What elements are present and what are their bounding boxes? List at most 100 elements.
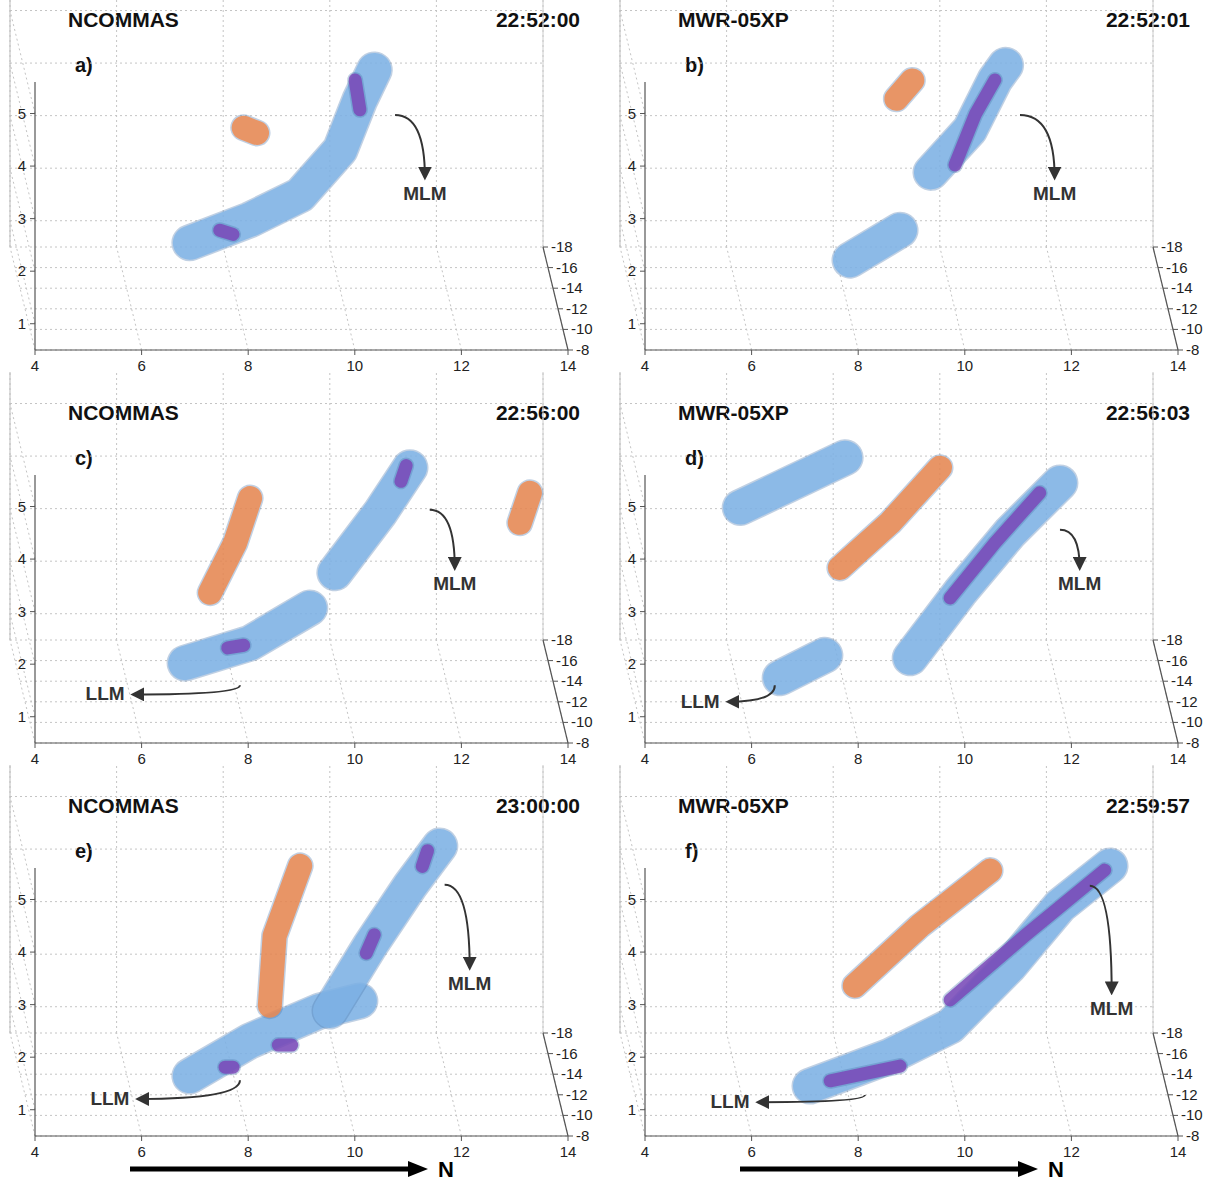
- svg-text:LLM: LLM: [681, 691, 720, 712]
- svg-text:-18: -18: [1161, 631, 1183, 648]
- svg-text:a): a): [75, 54, 93, 76]
- svg-text:14: 14: [1170, 1143, 1187, 1160]
- svg-text:10: 10: [956, 750, 973, 767]
- svg-text:MWR-05XP: MWR-05XP: [678, 8, 789, 31]
- svg-text:1: 1: [18, 315, 26, 332]
- svg-text:5: 5: [18, 105, 26, 122]
- svg-text:3: 3: [18, 996, 26, 1013]
- svg-text:5: 5: [18, 891, 26, 908]
- svg-text:14: 14: [560, 1143, 577, 1160]
- svg-text:MLM: MLM: [448, 973, 491, 994]
- svg-text:LLM: LLM: [711, 1091, 750, 1112]
- svg-text:4: 4: [628, 550, 636, 567]
- svg-text:-18: -18: [551, 631, 573, 648]
- svg-text:N: N: [438, 1157, 454, 1182]
- svg-text:1: 1: [628, 315, 636, 332]
- svg-text:6: 6: [747, 357, 755, 374]
- svg-text:12: 12: [453, 750, 470, 767]
- svg-text:1: 1: [18, 708, 26, 725]
- svg-text:8: 8: [854, 750, 862, 767]
- svg-text:-12: -12: [566, 693, 588, 710]
- svg-text:MLM: MLM: [433, 573, 476, 594]
- svg-text:-10: -10: [571, 1106, 593, 1123]
- svg-text:4: 4: [628, 943, 636, 960]
- svg-text:d): d): [685, 447, 704, 469]
- svg-text:14: 14: [1170, 750, 1187, 767]
- svg-text:-10: -10: [571, 320, 593, 337]
- svg-text:2: 2: [628, 1048, 636, 1065]
- svg-text:1: 1: [628, 1101, 636, 1118]
- svg-text:2: 2: [18, 1048, 26, 1065]
- svg-text:-10: -10: [1181, 1106, 1203, 1123]
- svg-text:6: 6: [137, 1143, 145, 1160]
- svg-text:-14: -14: [561, 672, 583, 689]
- svg-text:22:56:00: 22:56:00: [496, 401, 580, 424]
- svg-text:4: 4: [641, 750, 649, 767]
- svg-text:3: 3: [18, 210, 26, 227]
- svg-text:-14: -14: [1171, 672, 1193, 689]
- svg-text:4: 4: [18, 157, 26, 174]
- svg-text:3: 3: [628, 210, 636, 227]
- svg-text:-8: -8: [576, 1127, 589, 1144]
- svg-text:LLM: LLM: [90, 1088, 129, 1109]
- svg-text:14: 14: [1170, 357, 1187, 374]
- svg-text:12: 12: [1063, 357, 1080, 374]
- svg-text:LLM: LLM: [86, 683, 125, 704]
- svg-text:8: 8: [854, 357, 862, 374]
- svg-text:22:56:03: 22:56:03: [1106, 401, 1190, 424]
- svg-text:-8: -8: [1186, 734, 1199, 751]
- svg-text:MLM: MLM: [1033, 183, 1076, 204]
- svg-text:4: 4: [628, 157, 636, 174]
- svg-text:-12: -12: [1176, 300, 1198, 317]
- svg-text:4: 4: [18, 943, 26, 960]
- svg-text:5: 5: [18, 498, 26, 515]
- svg-text:MWR-05XP: MWR-05XP: [678, 401, 789, 424]
- svg-text:N: N: [1048, 1157, 1064, 1182]
- svg-text:NCOMMAS: NCOMMAS: [68, 794, 179, 817]
- svg-text:c): c): [75, 447, 93, 469]
- svg-text:4: 4: [641, 1143, 649, 1160]
- svg-text:-8: -8: [576, 341, 589, 358]
- svg-text:1: 1: [628, 708, 636, 725]
- svg-text:10: 10: [346, 1143, 363, 1160]
- svg-text:-12: -12: [566, 300, 588, 317]
- svg-text:-14: -14: [1171, 1065, 1193, 1082]
- svg-text:6: 6: [747, 750, 755, 767]
- svg-text:6: 6: [137, 357, 145, 374]
- svg-text:e): e): [75, 840, 93, 862]
- svg-text:-8: -8: [1186, 341, 1199, 358]
- svg-text:-16: -16: [556, 652, 578, 669]
- svg-text:2: 2: [18, 262, 26, 279]
- svg-text:5: 5: [628, 498, 636, 515]
- svg-text:-16: -16: [1166, 1045, 1188, 1062]
- svg-text:-14: -14: [561, 279, 583, 296]
- svg-text:22:52:01: 22:52:01: [1106, 8, 1190, 31]
- svg-text:3: 3: [628, 603, 636, 620]
- svg-text:-10: -10: [571, 713, 593, 730]
- svg-text:4: 4: [31, 750, 39, 767]
- svg-text:5: 5: [628, 891, 636, 908]
- svg-text:NCOMMAS: NCOMMAS: [68, 8, 179, 31]
- svg-text:-12: -12: [1176, 693, 1198, 710]
- svg-text:b): b): [685, 54, 704, 76]
- svg-text:23:00:00: 23:00:00: [496, 794, 580, 817]
- svg-text:-12: -12: [566, 1086, 588, 1103]
- svg-text:4: 4: [31, 357, 39, 374]
- svg-text:f): f): [685, 840, 698, 862]
- svg-text:-18: -18: [551, 238, 573, 255]
- svg-text:-18: -18: [1161, 238, 1183, 255]
- svg-text:-14: -14: [561, 1065, 583, 1082]
- svg-text:2: 2: [628, 655, 636, 672]
- svg-text:12: 12: [453, 357, 470, 374]
- svg-text:-16: -16: [556, 1045, 578, 1062]
- svg-text:6: 6: [747, 1143, 755, 1160]
- svg-text:10: 10: [956, 357, 973, 374]
- svg-text:8: 8: [244, 750, 252, 767]
- svg-text:12: 12: [1063, 750, 1080, 767]
- svg-text:8: 8: [854, 1143, 862, 1160]
- svg-text:12: 12: [453, 1143, 470, 1160]
- svg-text:-16: -16: [1166, 259, 1188, 276]
- svg-text:MWR-05XP: MWR-05XP: [678, 794, 789, 817]
- svg-text:3: 3: [628, 996, 636, 1013]
- svg-text:4: 4: [641, 357, 649, 374]
